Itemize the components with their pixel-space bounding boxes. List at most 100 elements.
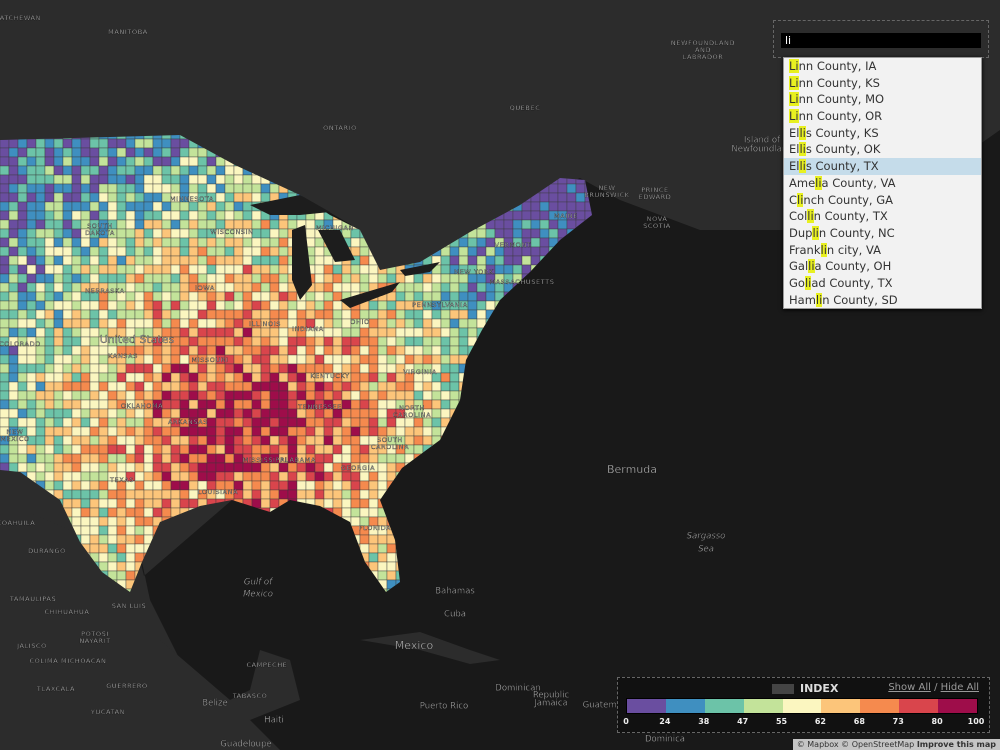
county <box>413 498 424 509</box>
county <box>557 255 568 266</box>
county <box>386 543 397 554</box>
suggestion[interactable]: Gallia County, OH <box>789 259 892 274</box>
county <box>134 300 145 311</box>
county <box>62 174 73 185</box>
suggestion[interactable]: Linn County, OR <box>789 109 883 124</box>
county <box>170 480 181 491</box>
county <box>323 552 334 563</box>
search-box[interactable]: li <box>773 20 989 58</box>
county <box>233 309 244 320</box>
suggestion[interactable]: Ellis County, KS <box>789 125 879 140</box>
county <box>494 219 505 230</box>
county <box>170 201 181 212</box>
county <box>494 408 505 419</box>
suggestion[interactable]: Linn County, IA <box>789 59 877 73</box>
suggestion[interactable]: Goliad County, TX <box>789 275 893 290</box>
legend-bin[interactable] <box>665 699 705 713</box>
county <box>467 507 478 518</box>
county <box>368 264 379 275</box>
suggestion[interactable]: Franklin city, VA <box>789 242 881 257</box>
county <box>566 453 577 464</box>
osm-credit[interactable]: © OpenStreetMap <box>841 740 915 749</box>
place-label: Newfoundland <box>731 145 792 155</box>
county <box>584 489 592 500</box>
county <box>80 354 91 365</box>
county <box>584 498 592 509</box>
search-input[interactable]: li <box>781 33 981 48</box>
county <box>143 354 154 365</box>
county <box>594 256 603 265</box>
county <box>485 453 496 464</box>
suggestion[interactable]: Ellis County, TX <box>784 158 981 175</box>
suggestion[interactable]: Duplin County, NC <box>789 225 895 240</box>
county <box>548 237 559 248</box>
legend-tick: 38 <box>698 717 710 726</box>
county <box>125 192 136 203</box>
county <box>548 192 559 203</box>
county <box>386 381 397 392</box>
county <box>152 588 163 592</box>
county <box>584 372 592 383</box>
county <box>566 507 577 518</box>
county <box>44 444 55 455</box>
mapbox-credit[interactable]: © Mapbox <box>796 740 839 749</box>
county <box>512 579 523 590</box>
legend-bin[interactable] <box>899 699 939 713</box>
county <box>161 489 172 500</box>
suggestion[interactable]: Collin County, TX <box>789 209 888 224</box>
county <box>575 507 586 518</box>
county <box>594 391 603 400</box>
county <box>332 480 343 491</box>
county <box>62 192 73 203</box>
county <box>215 165 226 176</box>
county <box>242 327 253 338</box>
county <box>26 147 37 158</box>
county <box>179 327 190 338</box>
legend-bin[interactable] <box>627 699 666 713</box>
county <box>116 381 127 392</box>
county <box>8 444 19 455</box>
county <box>278 372 289 383</box>
county <box>332 471 343 482</box>
legend-bin[interactable] <box>704 699 744 713</box>
county <box>530 300 541 311</box>
improve-link[interactable]: Improve this map <box>916 740 996 749</box>
legend-bin[interactable] <box>938 699 978 713</box>
suggestion[interactable]: Linn County, KS <box>789 75 880 90</box>
county <box>80 435 91 446</box>
county <box>404 291 415 302</box>
county <box>269 327 280 338</box>
suggestion[interactable]: Ellis County, OK <box>789 142 881 157</box>
county <box>395 336 406 347</box>
county <box>548 381 559 392</box>
county <box>467 453 478 464</box>
county <box>413 309 424 320</box>
county <box>17 282 28 293</box>
county <box>8 291 19 302</box>
hide-all[interactable]: Hide All <box>940 682 979 693</box>
legend-bin[interactable] <box>743 699 783 713</box>
suggestion[interactable]: Clinch County, GA <box>789 192 894 207</box>
suggestion[interactable]: Amelia County, VA <box>789 175 896 190</box>
county <box>368 426 379 437</box>
county <box>53 237 64 248</box>
suggestion[interactable]: Linn County, MO <box>789 92 885 107</box>
legend-bin[interactable] <box>860 699 900 713</box>
county <box>89 300 100 311</box>
county <box>134 498 145 509</box>
legend-bin[interactable] <box>821 699 861 713</box>
county <box>332 543 343 554</box>
county <box>557 507 568 518</box>
county <box>179 165 190 176</box>
legend-bin[interactable] <box>782 699 822 713</box>
show-all[interactable]: Show All <box>888 682 931 693</box>
county <box>179 138 190 149</box>
county <box>450 598 459 607</box>
suggestion[interactable]: Hamlin County, SD <box>789 292 898 307</box>
county <box>89 354 100 365</box>
county <box>485 489 496 500</box>
place-label: TLAXCALA <box>36 685 75 693</box>
county <box>332 561 343 572</box>
county <box>242 282 253 293</box>
